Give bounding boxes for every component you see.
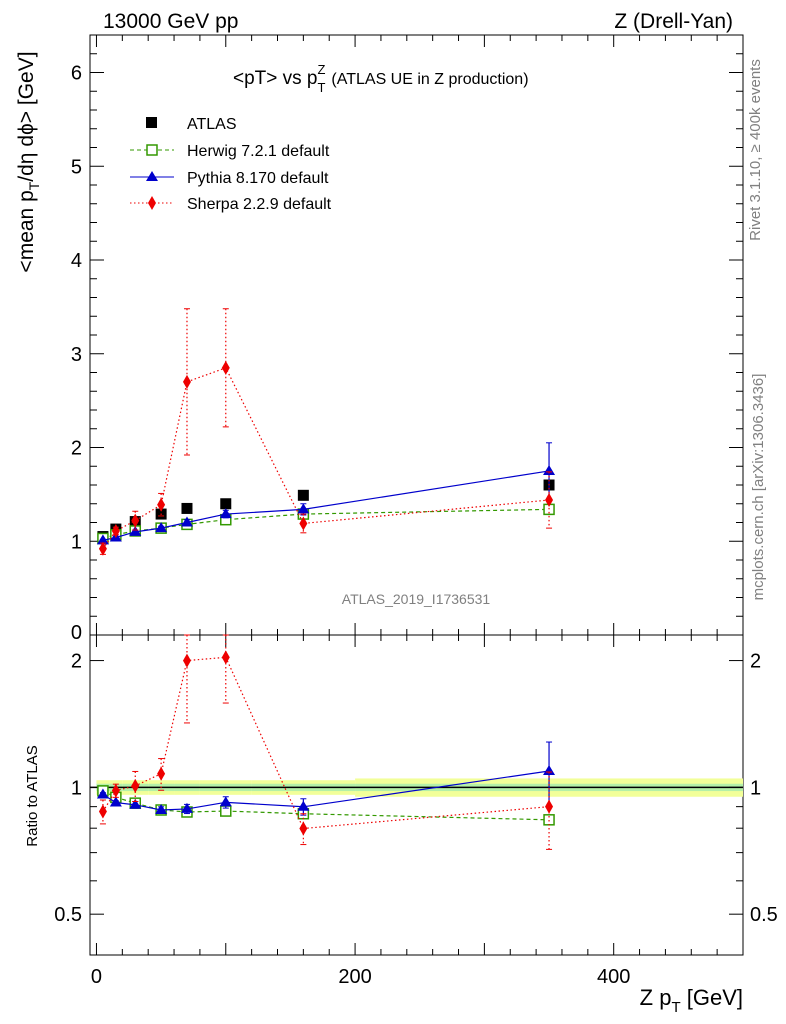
sherpa-ratio-line (102, 656, 550, 830)
pythia-ratio-point (180, 802, 193, 813)
sherpa-ratio-point (131, 778, 140, 793)
y-tick-label-main: 6 (71, 63, 82, 85)
legend-label-pythia: Pythia 8.170 default (187, 170, 329, 187)
sherpa-ratio-point (545, 799, 554, 814)
pythia-main-point (96, 534, 109, 545)
y-tick-label-main: 2 (71, 438, 82, 460)
sherpa-main-point (157, 497, 166, 512)
legend-label-sherpa: Sherpa 2.2.9 default (187, 196, 332, 213)
atlas-data-point (181, 502, 193, 514)
sherpa-main-point (221, 360, 230, 375)
y-tick-label-ratio-left: 0.5 (54, 904, 82, 926)
pythia-main-point (543, 464, 556, 475)
sherpa-ratio-point (221, 650, 230, 665)
pythia-ratio-point (155, 803, 168, 814)
legend-marker-pythia (146, 171, 158, 181)
sherpa-ratio-point (111, 783, 120, 798)
header-left: 13000 GeV pp (103, 10, 238, 33)
legend-label-herwig: Herwig 7.2.1 default (187, 143, 330, 160)
sherpa-main-line (102, 367, 550, 550)
y-tick-label-main: 4 (71, 250, 82, 272)
x-tick-label: 200 (338, 966, 371, 988)
y-tick-label-main: 1 (71, 531, 82, 553)
y-tick-label-ratio-right: 1 (750, 777, 761, 799)
herwig-main-line (102, 508, 550, 540)
main-plot-series (96, 308, 556, 556)
sherpa-main-point (111, 523, 120, 538)
y-tick-label-main: 5 (71, 156, 82, 178)
pythia-main-line (102, 470, 550, 541)
sherpa-main-point (98, 541, 107, 556)
sherpa-main-point (545, 493, 554, 507)
pythia-ratio-point (109, 796, 122, 807)
legend-marker-atlas (146, 117, 157, 128)
sherpa-ratio-point (299, 821, 308, 836)
sherpa-ratio-point (98, 804, 107, 819)
pythia-main-point (297, 503, 310, 514)
sherpa-main-point (131, 513, 140, 528)
header-right: Z (Drell-Yan) (614, 10, 733, 33)
sherpa-ratio-point (182, 653, 191, 668)
pythia-ratio-point (96, 788, 109, 799)
ratio-uncertainty-band (90, 778, 743, 797)
pythia-main-point (219, 508, 232, 519)
y-tick-label-ratio-left: 2 (71, 651, 82, 673)
legend-marker-herwig (146, 144, 158, 156)
ratio-plot-series (96, 634, 556, 850)
y-tick-label-main: 3 (71, 344, 82, 366)
analysis-id: ATLAS_2019_I1736531 (342, 591, 491, 607)
pythia-main-point (129, 525, 142, 536)
y-axis-label-ratio: Ratio to ATLAS (24, 745, 41, 846)
legend-marker-sherpa (148, 196, 156, 210)
pythia-main-point (155, 522, 168, 533)
rivet-label: Rivet 3.1.10, ≥ 400k events (747, 59, 764, 241)
x-tick-label: 0 (91, 966, 102, 988)
pythia-ratio-point (297, 800, 310, 811)
pythia-ratio-point (219, 796, 232, 807)
y-tick-label-ratio-right: 0.5 (750, 904, 778, 926)
sherpa-main-point (182, 374, 191, 389)
axis-ticks: 0 200 400 0 1 2 3 4 5 6 0.5 0.5 1 1 2 2 (54, 34, 778, 988)
pythia-ratio-point (129, 798, 142, 809)
x-axis-label: Z pT [GeV] (640, 985, 743, 1016)
legend: ATLAS Herwig 7.2.1 default Pythia 8.170 … (130, 116, 332, 213)
pythia-main-point (180, 516, 193, 527)
x-tick-label: 400 (597, 966, 630, 988)
chart-title: <pT> vs pZ T (ATLAS UE in Z production) (233, 62, 529, 95)
y-tick-label-ratio-left: 1 (71, 777, 82, 799)
y-tick-label-main: 0 (71, 622, 82, 644)
y-axis-label-main: <mean pT/dη dϕ> [GeV] (15, 51, 42, 272)
legend-label-atlas: ATLAS (187, 116, 237, 133)
sherpa-main-point (299, 516, 308, 531)
atlas-data-point (220, 498, 232, 510)
mcplots-label: mcplots.cern.ch [arXiv:1306.3436] (750, 374, 767, 601)
sherpa-ratio-point (157, 766, 166, 781)
atlas-data-point (297, 489, 309, 501)
y-tick-label-ratio-right: 2 (750, 651, 761, 673)
